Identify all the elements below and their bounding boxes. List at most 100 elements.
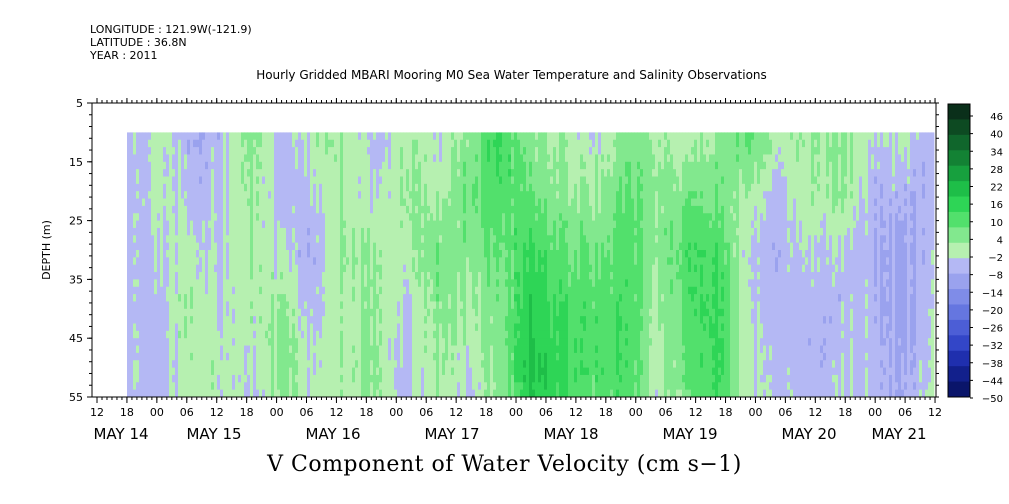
heatmap-cell [139,360,143,368]
heatmap-cell [460,191,464,199]
heatmap-cell [406,316,410,324]
heatmap-cell [133,338,137,346]
heatmap-cell [139,242,143,251]
heatmap-cell [337,161,341,170]
heatmap-cell [493,132,497,141]
heatmap-cell [400,250,404,258]
heatmap-cell [301,323,305,332]
heatmap-cell [442,316,446,324]
heatmap-cell [256,132,260,141]
heatmap-cell [187,242,191,251]
heatmap-cell [220,382,224,391]
heatmap-cell [355,235,359,244]
heatmap-cell [295,183,299,192]
heatmap-cell [217,345,221,354]
heatmap-cell [184,132,188,141]
heatmap-cell [478,367,482,376]
heatmap-cell [442,183,446,192]
heatmap-cell [250,191,254,199]
heatmap-cell [328,374,332,383]
heatmap-cell [460,286,464,295]
heatmap-cell [391,205,395,214]
heatmap-cell [271,345,275,354]
heatmap-cell [460,374,464,383]
heatmap-cell [532,360,536,368]
heatmap-cell [226,154,230,163]
heatmap-cell [193,213,197,221]
heatmap-cell [130,279,134,288]
heatmap-cell [259,338,263,346]
heatmap-cell [163,338,167,346]
heatmap-cell [508,279,512,288]
heatmap-cell [454,345,458,354]
heatmap-cell [508,272,512,280]
heatmap-cell [274,308,278,317]
heatmap-cell [241,191,245,199]
heatmap-cell [331,360,335,368]
heatmap-cell [418,191,422,199]
heatmap-cell [187,264,191,273]
heatmap-cell [220,191,224,199]
heatmap-cell [175,227,179,236]
heatmap-cell [271,367,275,376]
heatmap-cell [310,264,314,273]
heatmap-cell [277,316,281,324]
heatmap-cell [229,154,233,163]
heatmap-cell [466,330,470,339]
heatmap-cell [361,191,365,199]
heatmap-cell [388,242,392,251]
heatmap-cell [517,345,521,354]
heatmap-cell [256,139,260,148]
chart-title: Hourly Gridded MBARI Mooring M0 Sea Wate… [0,68,1009,82]
heatmap-cell [223,301,227,310]
heatmap-cell [355,272,359,280]
heatmap-cell [313,227,317,236]
heatmap-cell [373,183,377,192]
heatmap-cell [316,367,320,376]
heatmap-cell [415,316,419,324]
heatmap-cell [430,272,434,280]
heatmap-cell [373,294,377,302]
heatmap-cell [196,264,200,273]
heatmap-cell [256,330,260,339]
heatmap-cell [250,242,254,251]
heatmap-cell [271,198,275,207]
heatmap-cell [526,183,530,192]
heatmap-cell [535,330,539,339]
heatmap-cell [214,382,218,391]
heatmap-cell [334,323,338,332]
heatmap-cell [238,191,242,199]
heatmap-cell [256,374,260,383]
heatmap-cell [421,360,425,368]
heatmap-cell [511,213,515,221]
heatmap-cell [454,176,458,185]
heatmap-cell [472,382,476,391]
heatmap-cell [508,132,512,141]
heatmap-cell [289,227,293,236]
heatmap-cell [283,227,287,236]
heatmap-cell [199,147,203,155]
heatmap-cell [496,132,500,141]
heatmap-cell [352,227,356,236]
heatmap-cell [175,183,179,192]
heatmap-cell [466,382,470,391]
heatmap-cell [229,183,233,192]
heatmap-cell [388,147,392,155]
heatmap-cell [529,279,533,288]
heatmap-cell [409,205,413,214]
heatmap-cell [463,294,467,302]
heatmap-cell [148,242,152,251]
heatmap-cell [286,367,290,376]
heatmap-cell [346,183,350,192]
heatmap-cell [145,176,149,185]
heatmap-cell [448,147,452,155]
heatmap-cell [358,301,362,310]
heatmap-cell [517,352,521,361]
heatmap-cell [475,367,479,376]
heatmap-cell [232,220,236,229]
heatmap-cell [154,308,158,317]
heatmap-cell [229,147,233,155]
heatmap-cell [442,382,446,391]
heatmap-cell [391,338,395,346]
heatmap-cell [271,308,275,317]
